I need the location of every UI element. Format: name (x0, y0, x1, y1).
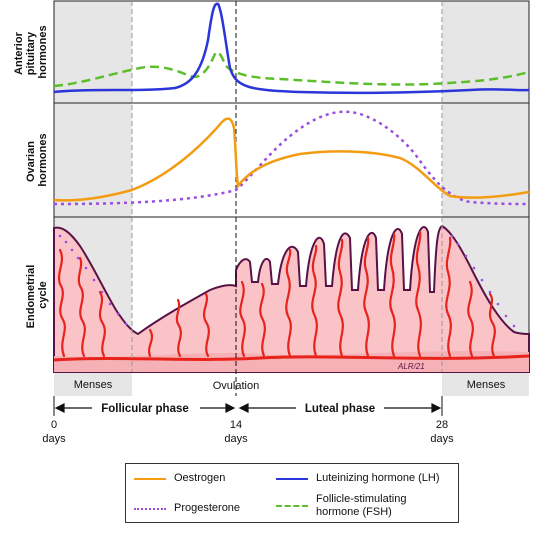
row-label-pituitary-line2: pituitary (25, 31, 37, 75)
luteal-phase-label: Luteal phase (305, 403, 375, 415)
day-0-unit: days (42, 433, 66, 445)
day-28-value: 28 (436, 419, 448, 431)
basal-vessel (53, 354, 530, 362)
row-label-endometrial: Endometrial cycle (25, 262, 49, 329)
lh-curve (53, 2, 530, 95)
row-label-ovarian-line2: hormones (37, 133, 49, 186)
endometrium (53, 224, 530, 373)
fsh-curve (53, 50, 530, 88)
day-0-value: 0 (51, 419, 57, 431)
row-label-ovarian: Ovarian hormones (25, 133, 49, 186)
menses-label-right: Menses (467, 379, 506, 391)
legend-label-oestrogen: Oestrogen (174, 472, 226, 484)
shedding-tissue (58, 234, 516, 328)
follicular-phase-label: Follicular phase (101, 403, 189, 415)
progesterone-curve (53, 110, 530, 206)
ovulation-label: Ovulation (213, 380, 259, 392)
legend-item-fsh: Follicle-stimulating hormone (FSH) (276, 493, 451, 519)
legend-swatch-fsh (276, 505, 308, 507)
legend-swatch-lh (276, 477, 308, 480)
legend: Oestrogen Luteinizing hormone (LH) Proge… (125, 463, 459, 523)
legend-item-lh: Luteinizing hormone (LH) (276, 472, 440, 485)
menses-box-right (442, 372, 529, 396)
legend-label-fsh: Follicle-stimulating hormone (FSH) (316, 493, 407, 518)
menses-box-left (54, 372, 132, 396)
day-14-value: 14 (230, 419, 242, 431)
legend-swatch-progesterone (134, 507, 166, 510)
row-label-pituitary: Anterior pituitary hormones (13, 25, 49, 78)
row-label-ovarian-line1: Ovarian (25, 141, 37, 182)
legend-label-lh: Luteinizing hormone (LH) (316, 472, 440, 484)
row-label-endometrial-line2: cycle (37, 281, 49, 309)
signature: ALR/21 (397, 362, 425, 371)
row-label-endometrial-line1: Endometrial (25, 265, 37, 329)
legend-swatch-oestrogen (134, 477, 166, 480)
day-14-unit: days (224, 433, 248, 445)
endometrium-base (54, 351, 529, 372)
phase-arrows (54, 403, 442, 413)
spiral-arteries (57, 230, 496, 358)
menses-label-left: Menses (74, 379, 113, 391)
row-label-pituitary-line1: Anterior (13, 31, 25, 75)
row-label-pituitary-line3: hormones (37, 25, 49, 78)
legend-label-progesterone: Progesterone (174, 502, 241, 514)
day-28-unit: days (430, 433, 454, 445)
legend-item-oestrogen: Oestrogen (134, 472, 225, 485)
legend-item-progesterone: Progesterone (134, 502, 240, 515)
oestrogen-curve (53, 117, 530, 202)
